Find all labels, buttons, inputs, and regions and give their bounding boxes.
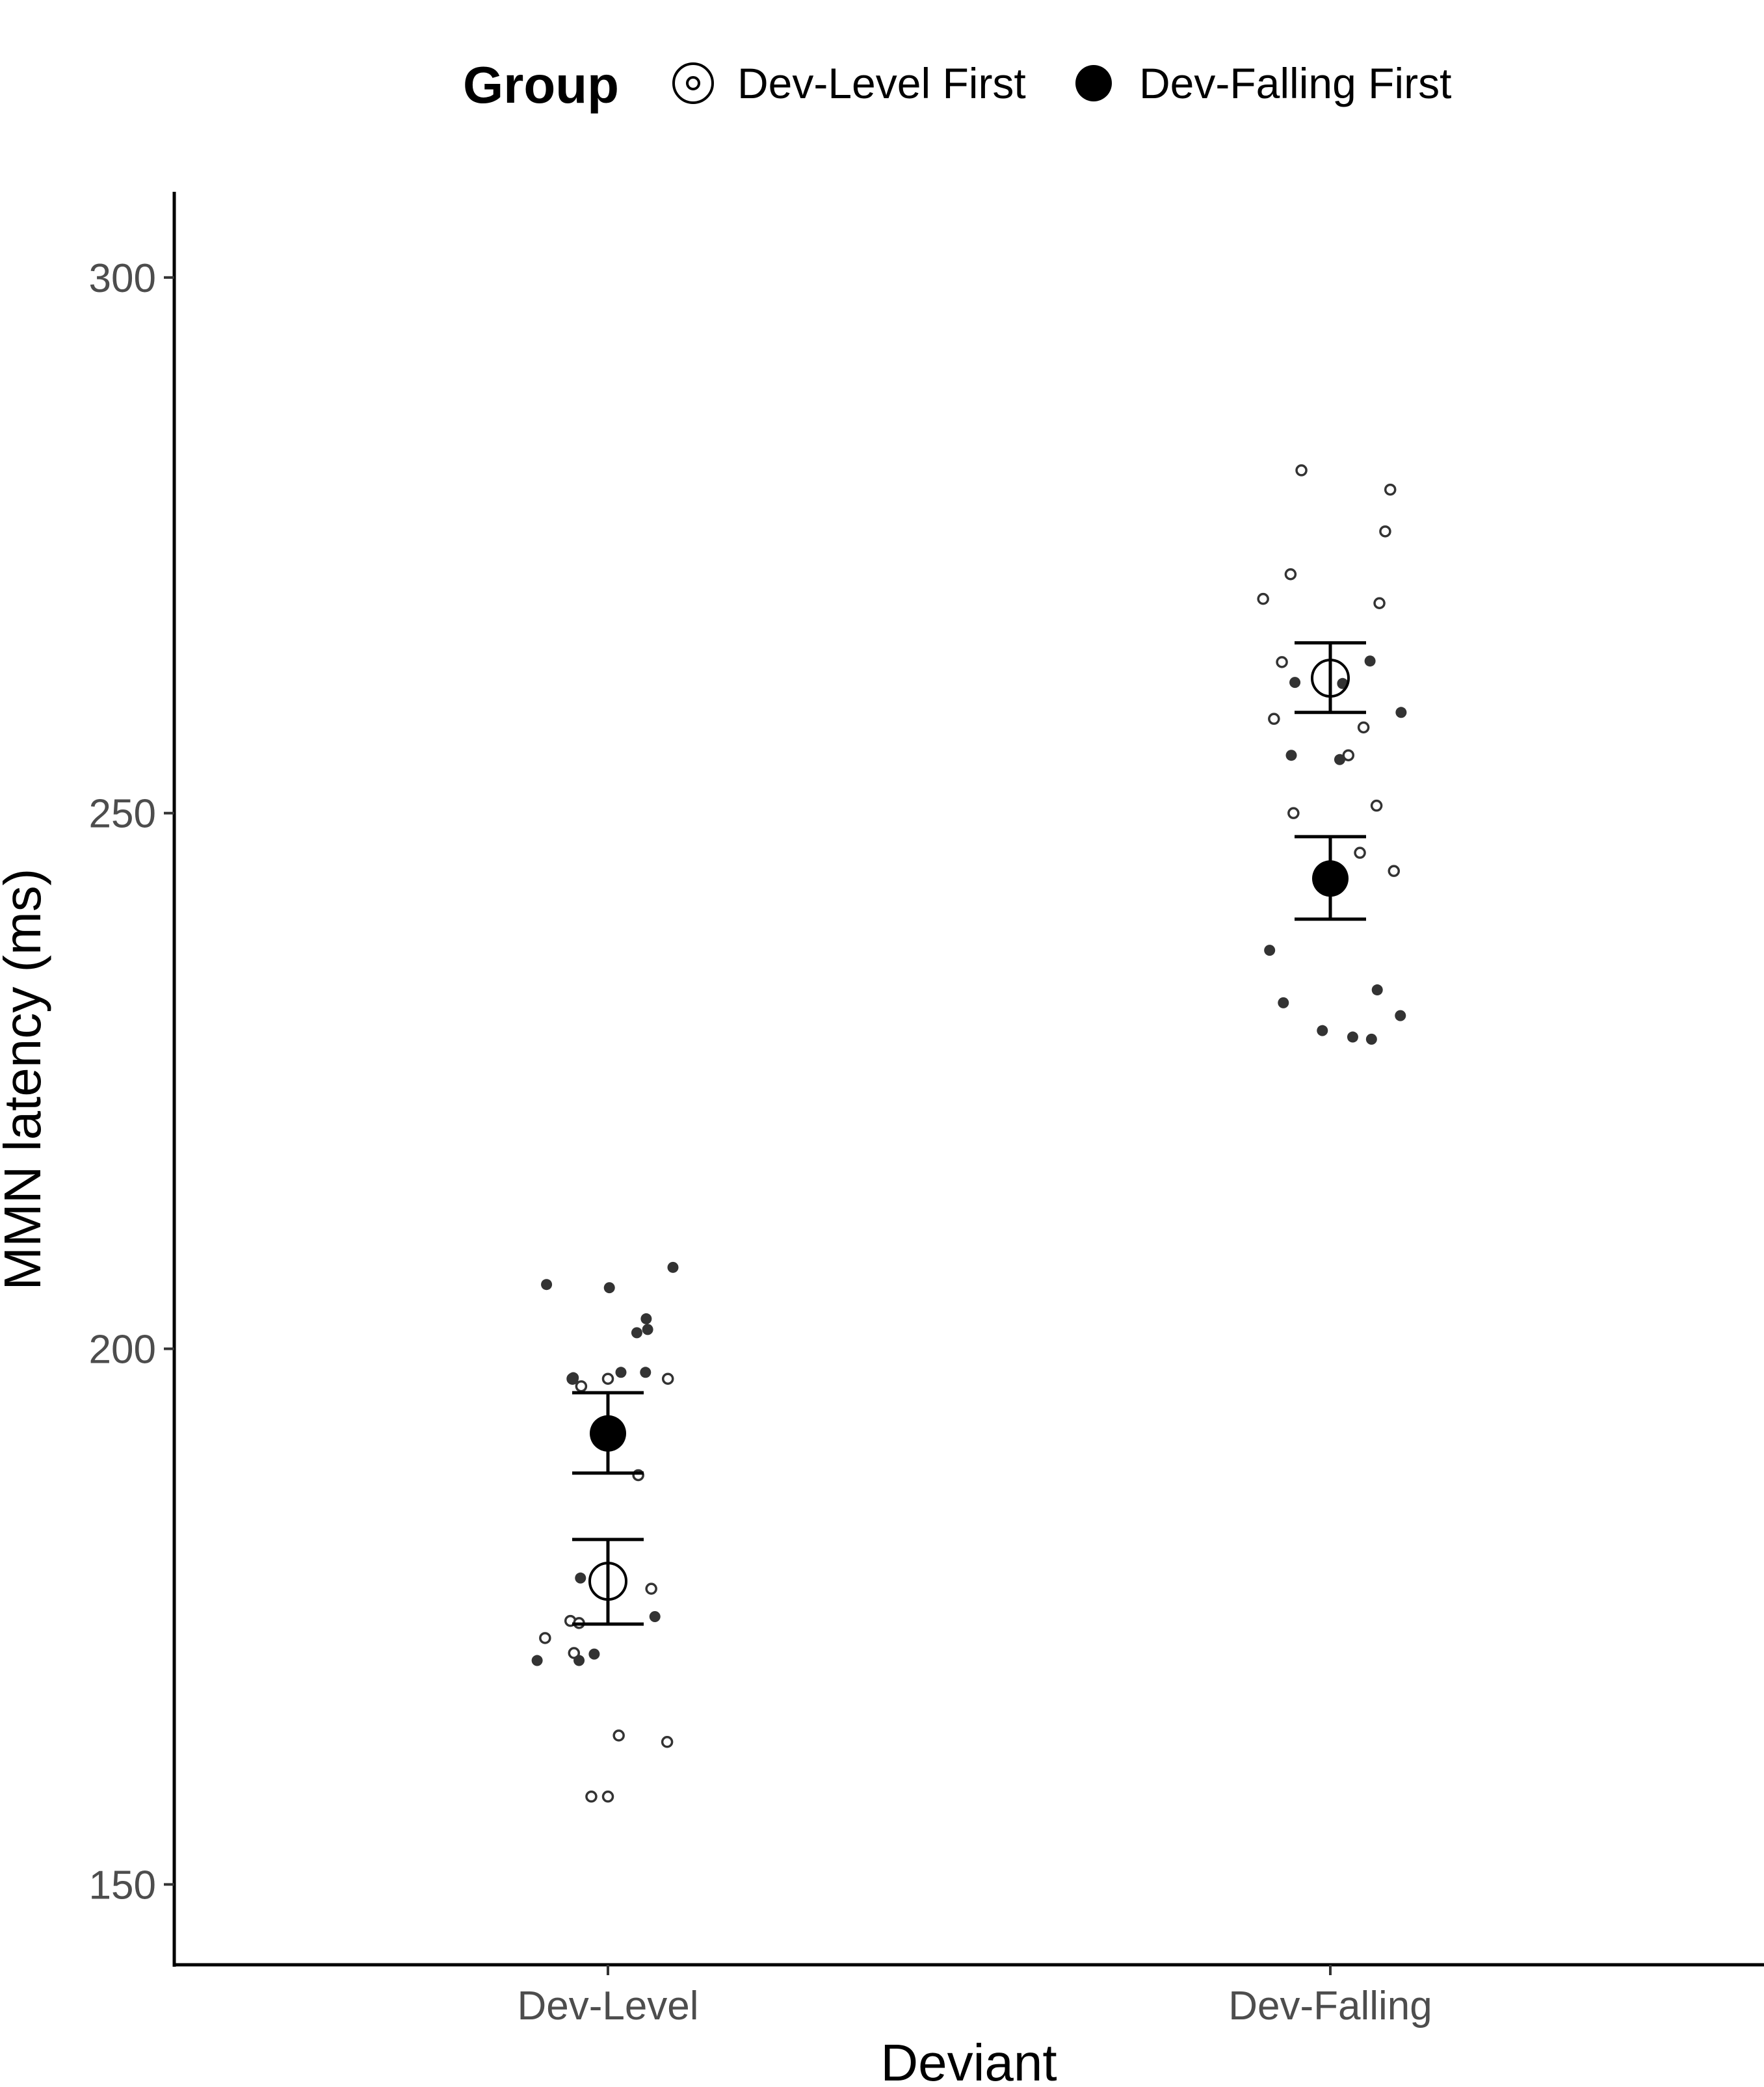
y-tick-label: 200 (89, 1328, 156, 1372)
point-dev-level-first (1373, 597, 1386, 609)
y-axis: 150 200 250 300 MMN latency (ms) (0, 192, 176, 1967)
point-dev-falling-first (1285, 750, 1297, 761)
point-dev-level-first (1379, 525, 1391, 538)
point-dev-level-first (1287, 807, 1300, 819)
x-ticks: Dev-Level Dev-Falling (517, 1965, 1432, 2028)
y-tick-label: 150 (89, 1863, 156, 1908)
mean-marker-dev-falling-first-dev-falling (1312, 860, 1349, 897)
point-dev-level-first (661, 1736, 674, 1748)
point-dev-falling-first (1317, 1025, 1328, 1036)
point-dev-falling-first (603, 1282, 615, 1294)
point-dev-level-first (1357, 721, 1370, 734)
point-dev-level-first (645, 1582, 657, 1595)
point-dev-falling-first (1395, 707, 1407, 718)
point-dev-falling-first (1289, 677, 1301, 689)
point-dev-falling-first (667, 1261, 679, 1273)
point-dev-falling-first (1371, 984, 1383, 996)
point-dev-level-first (1370, 799, 1383, 812)
point-dev-falling-first (531, 1655, 543, 1666)
point-dev-level-first (1354, 847, 1366, 859)
point-dev-level-first (1388, 865, 1401, 877)
point-dev-falling-first (642, 1324, 653, 1335)
point-dev-falling-first (1395, 1010, 1406, 1021)
legend-filled-circle-icon (1075, 65, 1112, 101)
legend-label-dev-falling-first: Dev-Falling First (1139, 59, 1451, 107)
legend-key-dev-level-first (672, 62, 714, 104)
legend-open-circle-inner-icon (686, 76, 700, 90)
point-dev-falling-first (1364, 655, 1376, 667)
point-dev-level-first (661, 1372, 674, 1385)
point-dev-level-first (1295, 464, 1308, 477)
plot-summaries (572, 641, 1366, 1626)
point-dev-falling-first (541, 1279, 553, 1291)
point-dev-level-first (585, 1791, 598, 1803)
point-dev-level-first (1257, 592, 1269, 605)
point-dev-falling-first (649, 1610, 661, 1622)
point-dev-level-first (1268, 713, 1280, 725)
point-dev-falling-first (1365, 1033, 1377, 1045)
x-axis: Dev-Level Dev-Falling Deviant (174, 1963, 1764, 2087)
legend-title: Group (463, 56, 619, 114)
point-dev-falling-first (631, 1327, 642, 1339)
point-dev-level-first (612, 1729, 625, 1742)
point-dev-falling-first (615, 1367, 627, 1378)
point-dev-level-first (539, 1632, 551, 1644)
point-dev-falling-first (1278, 997, 1289, 1008)
point-dev-falling-first (568, 1372, 579, 1384)
point-dev-level-first (575, 1380, 588, 1393)
mean-marker-dev-level-first-dev-level (588, 1562, 627, 1601)
plot-points (531, 464, 1407, 1803)
point-dev-level-first (1342, 749, 1355, 761)
point-dev-level-first (1284, 568, 1297, 581)
point-dev-falling-first (1347, 1031, 1358, 1043)
legend: Group Dev-Level First Dev-Falling First (463, 56, 1451, 114)
y-tick-label: 250 (89, 792, 156, 837)
point-dev-level-first (601, 1791, 614, 1803)
x-tick-label: Dev-Falling (1228, 1984, 1432, 2028)
point-dev-level-first (601, 1372, 614, 1385)
point-dev-falling-first (1334, 754, 1345, 765)
point-dev-falling-first (588, 1648, 600, 1660)
y-tick-label: 300 (89, 256, 156, 301)
point-dev-level-first (1276, 656, 1288, 668)
point-dev-level-first (1384, 483, 1397, 496)
legend-label-dev-level-first: Dev-Level First (737, 59, 1026, 107)
point-dev-falling-first (573, 1655, 585, 1666)
point-dev-falling-first (640, 1313, 652, 1324)
mean-marker-dev-falling-first-dev-level (590, 1415, 626, 1452)
y-axis-title: MMN latency (ms) (0, 869, 51, 1291)
point-dev-falling-first (640, 1367, 652, 1378)
x-axis-title: Deviant (880, 2034, 1057, 2087)
point-dev-falling-first (1264, 945, 1276, 956)
mean-marker-dev-level-first-dev-falling (1311, 659, 1350, 698)
y-ticks: 150 200 250 300 (89, 256, 174, 1908)
point-dev-falling-first (575, 1572, 586, 1584)
point-dev-level-first (568, 1647, 581, 1659)
x-tick-label: Dev-Level (517, 1984, 698, 2028)
